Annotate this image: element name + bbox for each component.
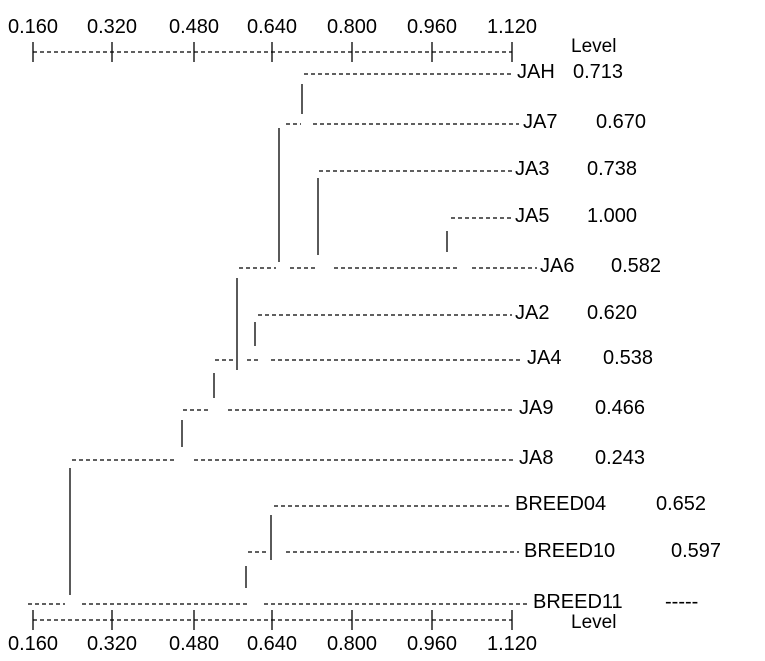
top-axis-tick-label: 1.120	[486, 16, 538, 38]
leaf-level: 0.652	[656, 493, 707, 515]
leaf-label: JA4	[527, 347, 562, 369]
top-axis-tick-label: 0.160	[7, 16, 59, 38]
leaf-label: JA8	[519, 447, 554, 469]
leaf-level: 0.582	[611, 255, 662, 277]
bottom-axis-tick-label: 1.120	[486, 633, 538, 655]
bottom-axis-tick-label: 0.960	[406, 633, 458, 655]
leaf-level: 0.597	[671, 540, 722, 562]
leaf-level: 0.670	[596, 111, 647, 133]
leaf-label: JA6	[540, 255, 575, 277]
leaf-level: 1.000	[587, 205, 638, 227]
leaf-label: JA3	[515, 158, 550, 180]
leaf-label: BREED10	[524, 540, 616, 562]
bottom-axis-tick-label: 0.320	[86, 633, 138, 655]
top-axis-tick-label: 0.640	[246, 16, 298, 38]
leaf-level: 0.538	[603, 347, 654, 369]
leaf-label: BREED04	[515, 493, 607, 515]
leaf-label: JAH	[517, 61, 555, 83]
top-axis-tick-label: 0.480	[168, 16, 220, 38]
top-axis-tick-label: 0.800	[326, 16, 378, 38]
leaf-level: -----	[665, 591, 699, 613]
top-axis-level-label: Level	[571, 36, 617, 57]
leaf-level: 0.620	[587, 302, 638, 324]
top-axis-tick-label: 0.960	[406, 16, 458, 38]
leaf-level: 0.738	[587, 158, 638, 180]
leaf-label: JA2	[515, 302, 550, 324]
bottom-axis-level-label: Level	[571, 612, 617, 633]
leaf-label: BREED11	[533, 591, 623, 613]
bottom-axis-tick-label: 0.160	[7, 633, 59, 655]
leaf-label: JA5	[515, 205, 550, 227]
leaf-level: 0.243	[595, 447, 646, 469]
leaf-label: JA7	[523, 111, 558, 133]
top-axis-tick-label: 0.320	[86, 16, 138, 38]
bottom-axis-tick-label: 0.640	[246, 633, 298, 655]
bottom-axis-tick-label: 0.480	[168, 633, 220, 655]
bottom-axis-tick-label: 0.800	[326, 633, 378, 655]
leaf-level: 0.466	[595, 397, 646, 419]
leaf-label: JA9	[519, 397, 554, 419]
leaf-level: 0.713	[573, 61, 624, 83]
